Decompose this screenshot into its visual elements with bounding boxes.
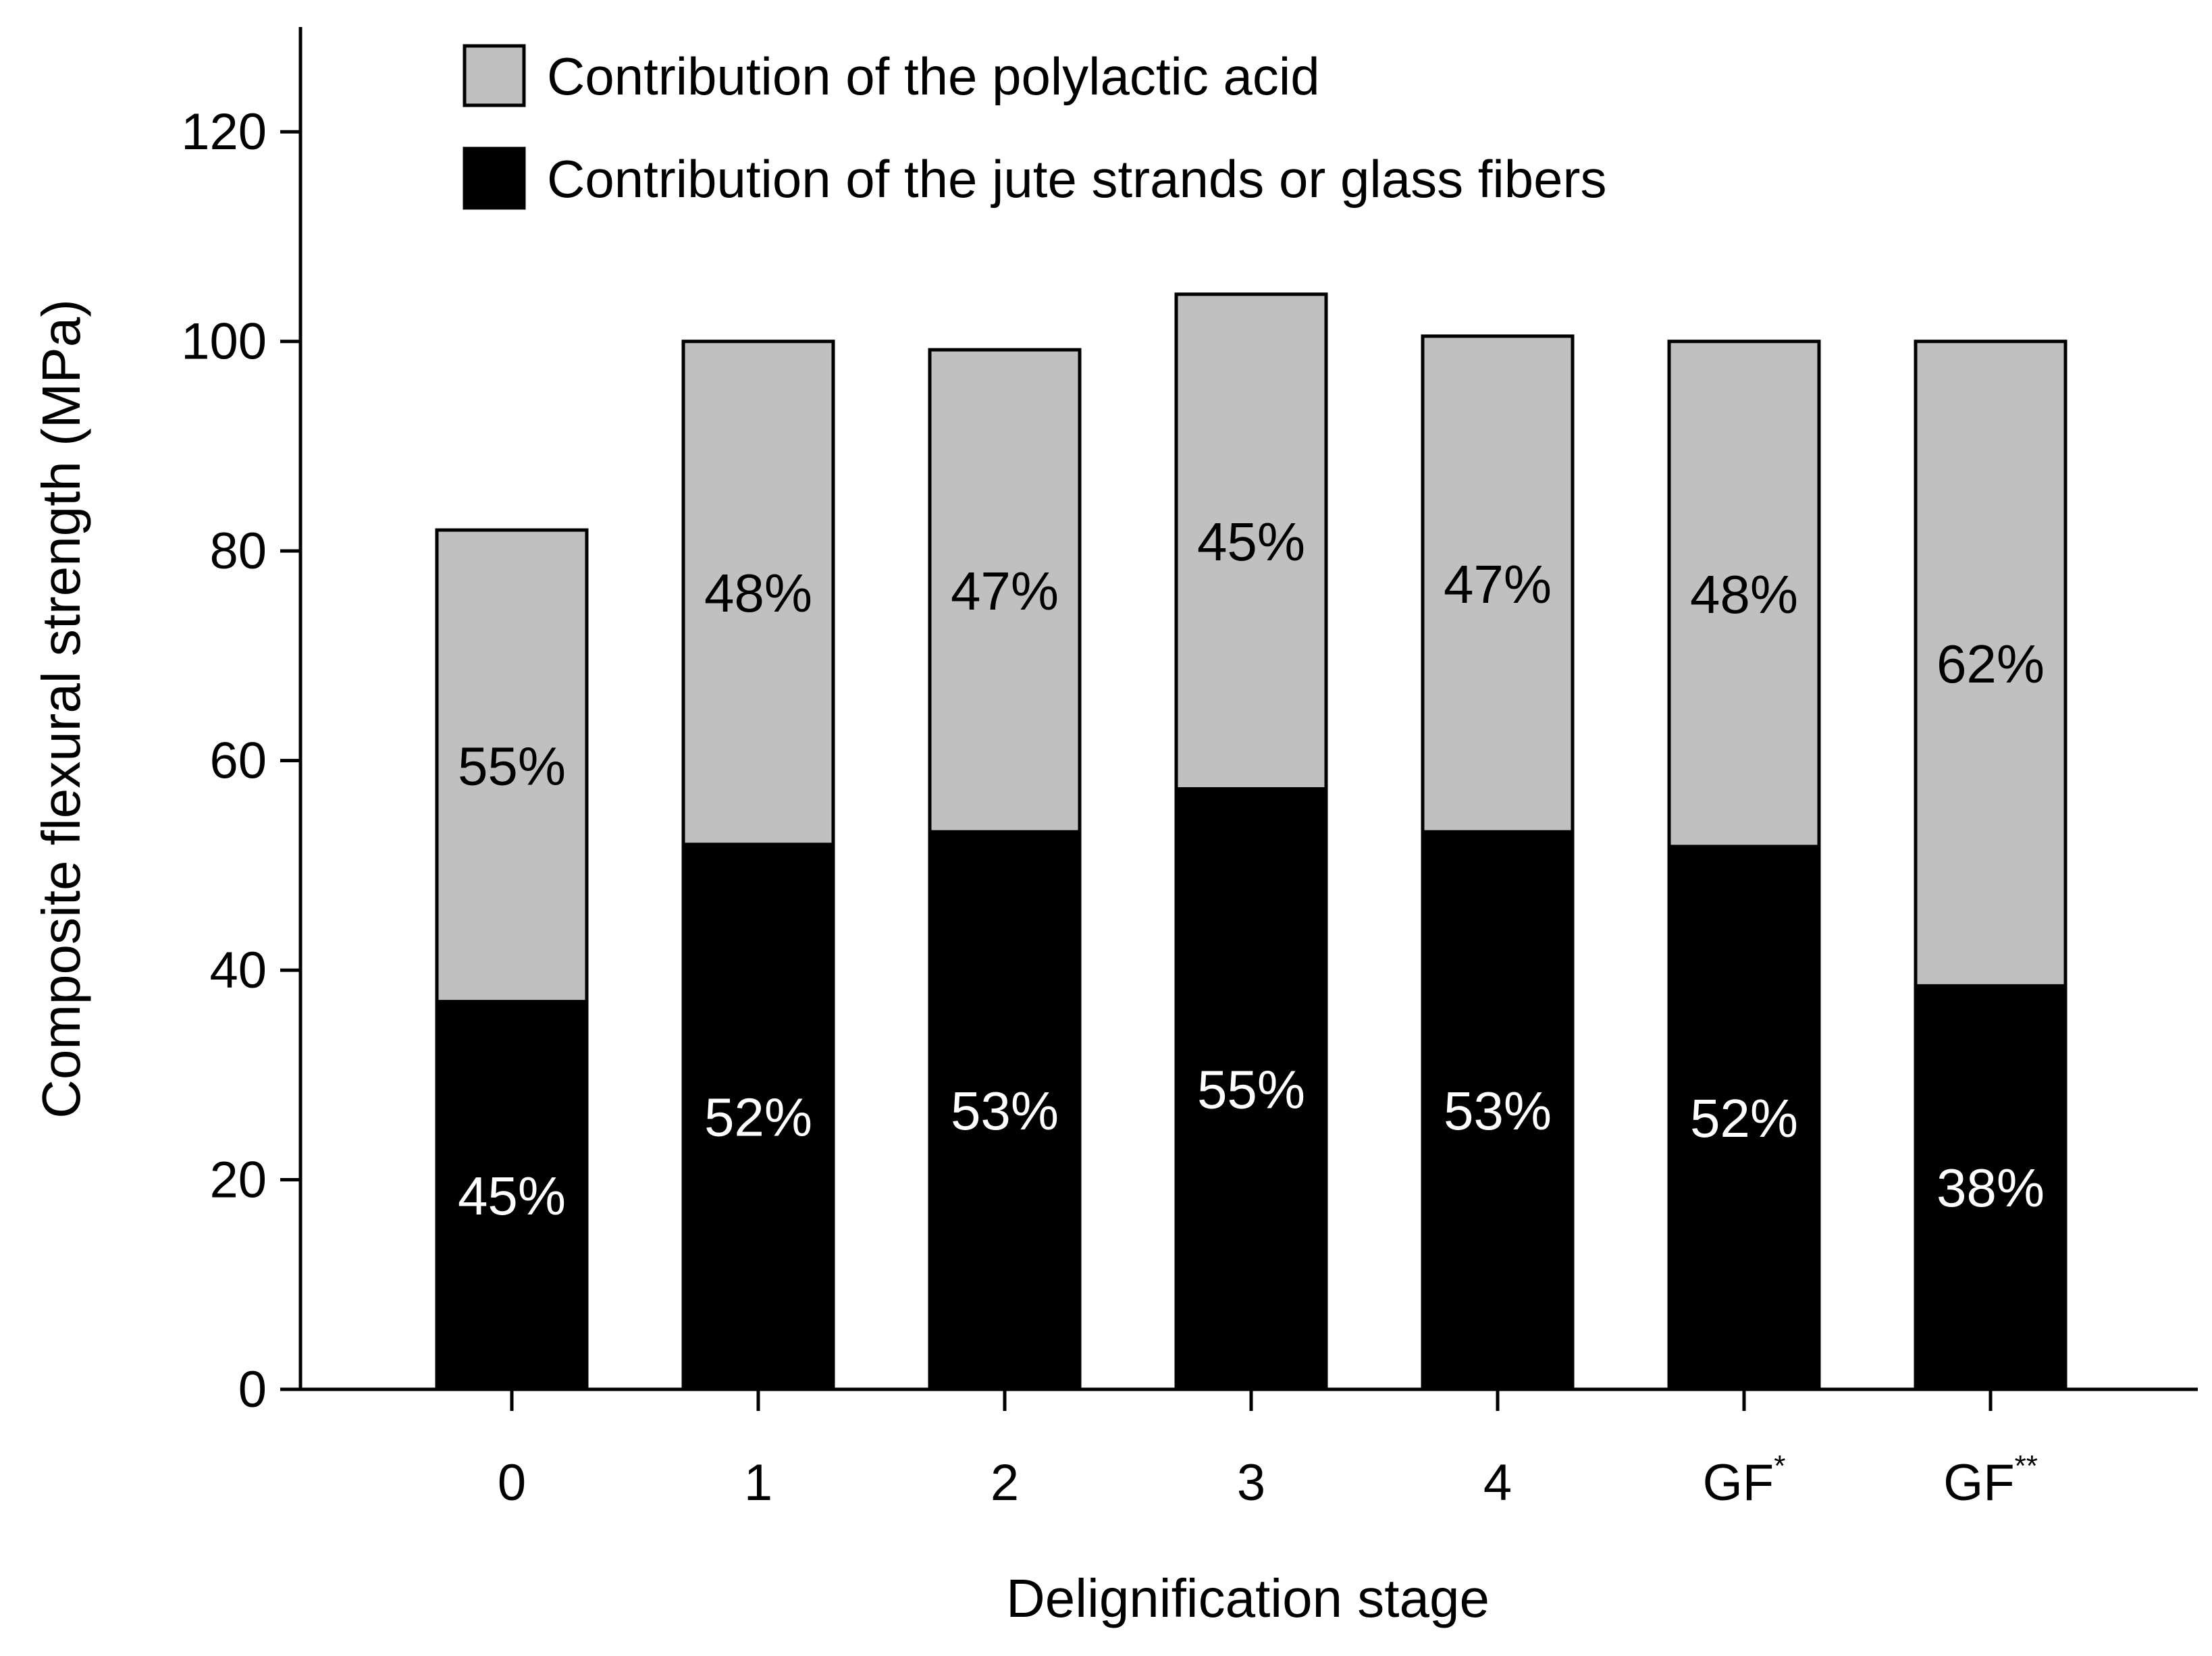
bar-segment-pla-5 xyxy=(1667,340,1821,849)
bar-segment-pla-0 xyxy=(435,528,589,1004)
y-tick-label-60: 60 xyxy=(209,732,267,790)
data-label-pla-2: 47% xyxy=(951,561,1059,621)
data-label-pla-3: 45% xyxy=(1197,512,1305,572)
x-tick-label-0: 0 xyxy=(498,1454,526,1512)
bar-segment-pla-3 xyxy=(1174,292,1328,791)
data-label-fiber-5: 52% xyxy=(1690,1088,1798,1148)
x-tick-label-2: 2 xyxy=(991,1454,1019,1512)
data-label-fiber-2: 53% xyxy=(951,1081,1059,1141)
bar-segment-pla-6 xyxy=(1914,340,2068,988)
x-tick-label-5: GF* xyxy=(1703,1449,1786,1512)
data-label-pla-5: 48% xyxy=(1690,564,1798,624)
data-label-fiber-6: 38% xyxy=(1937,1158,2045,1218)
data-label-pla-1: 48% xyxy=(704,563,812,623)
y-tick-label-40: 40 xyxy=(209,942,267,999)
data-label-pla-4: 47% xyxy=(1444,554,1552,614)
x-tick-label-1: 1 xyxy=(744,1454,772,1512)
y-axis-title: Composite flexural strength (MPa) xyxy=(31,299,91,1119)
y-tick-label-20: 20 xyxy=(209,1152,267,1209)
y-tick-label-80: 80 xyxy=(209,523,267,580)
legend-label-fiber: Contribution of the jute strands or glas… xyxy=(547,149,1606,209)
axes-group: 0 20 40 60 80 100 120 0 1 2 3 4 GF* GF** xyxy=(181,27,2198,1512)
data-label-fiber-0: 45% xyxy=(458,1166,566,1226)
legend: Contribution of the polylactic acid Contr… xyxy=(463,44,1606,210)
x-tick-label-6: GF** xyxy=(1943,1449,2038,1512)
bar-segment-fiber-5 xyxy=(1667,845,1821,1391)
legend-label-pla: Contribution of the polylactic acid xyxy=(547,47,1320,106)
data-label-pla-6: 62% xyxy=(1937,634,2045,694)
y-tick-label-100: 100 xyxy=(181,313,267,371)
y-tick-label-0: 0 xyxy=(238,1361,267,1418)
bar-segment-pla-4 xyxy=(1421,334,1575,834)
bar-segment-pla-2 xyxy=(928,348,1082,834)
x-axis-title: Delignification stage xyxy=(1006,1568,1490,1628)
y-tick-label-120: 120 xyxy=(181,103,267,161)
bars-group: 45% 55% 52% 48% 53% 47% 55% 45% 53% 47% 52% 48% 38% 6… xyxy=(435,292,2068,1391)
bar-segment-pla-1 xyxy=(681,340,835,847)
legend-swatch-pla xyxy=(463,44,526,107)
data-label-fiber-4: 53% xyxy=(1444,1081,1552,1141)
x-tick-label-4: 4 xyxy=(1483,1454,1512,1512)
data-label-fiber-3: 55% xyxy=(1197,1059,1305,1119)
data-label-fiber-1: 52% xyxy=(704,1087,812,1147)
bar-segment-fiber-0 xyxy=(435,1000,589,1391)
data-label-pla-0: 55% xyxy=(458,736,566,796)
legend-swatch-fiber xyxy=(463,146,526,210)
x-tick-label-3: 3 xyxy=(1237,1454,1265,1512)
